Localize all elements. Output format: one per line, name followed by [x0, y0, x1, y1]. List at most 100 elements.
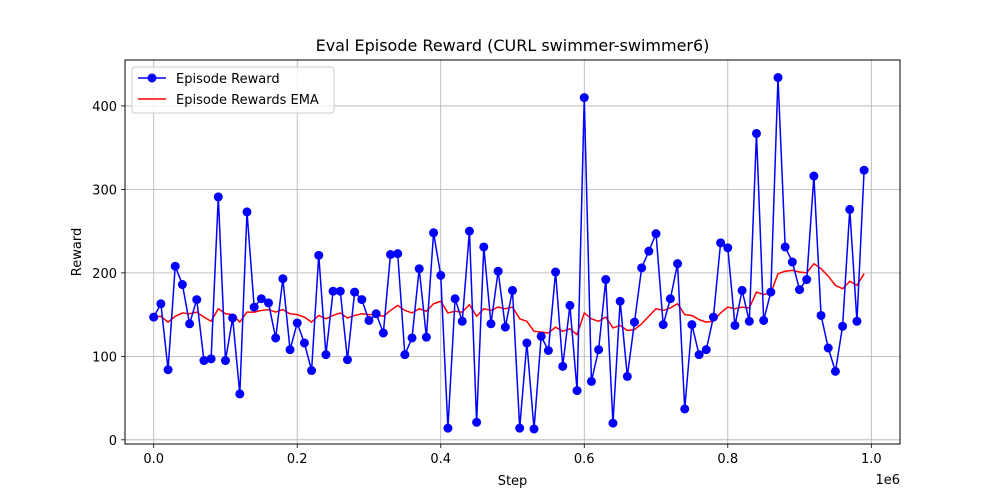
reward-point [378, 328, 388, 338]
grid [125, 60, 900, 444]
reward-point [823, 343, 833, 353]
reward-point [694, 350, 704, 360]
legend: Episode Reward Episode Rewards EMA [131, 66, 335, 114]
reward-point [249, 302, 259, 312]
reward-point [457, 316, 467, 326]
reward-point [708, 312, 718, 322]
reward-point [572, 386, 582, 396]
reward-point [170, 261, 180, 271]
reward-point [400, 350, 410, 360]
x-axis-title: Step [498, 474, 528, 489]
reward-point [307, 366, 317, 376]
reward-point [608, 418, 618, 428]
reward-point [845, 204, 855, 214]
reward-point [759, 315, 769, 325]
reward-point [744, 316, 754, 326]
reward-point [185, 319, 195, 329]
reward-point [149, 312, 159, 322]
y-tick-label: 200 [92, 267, 117, 282]
reward-point [723, 243, 733, 253]
reward-point [163, 365, 173, 375]
reward-point [751, 128, 761, 138]
reward-point [716, 238, 726, 248]
reward-point [335, 286, 345, 296]
reward-point [386, 250, 396, 260]
reward-point [414, 264, 424, 274]
y-tick-label: 0 [109, 434, 117, 449]
legend-box [131, 66, 335, 114]
reward-point [256, 294, 266, 304]
reward-point [472, 417, 482, 427]
reward-point [629, 317, 639, 327]
reward-point [809, 171, 819, 181]
plot-frame [124, 59, 901, 445]
reward-point [278, 274, 288, 284]
reward-point [199, 356, 209, 366]
x-tick-label: 0.0 [143, 452, 164, 467]
reward-point [551, 267, 561, 277]
reward-point [429, 228, 439, 238]
reward-point [766, 287, 776, 297]
reward-point [737, 285, 747, 295]
y-axis-title: Reward [70, 228, 85, 276]
reward-point [486, 319, 496, 329]
chart-title: Eval Episode Reward (CURL swimmer-swimme… [316, 36, 710, 55]
reward-point [371, 309, 381, 319]
x-axis-offset-label: 1e6 [875, 473, 900, 488]
reward-point [673, 259, 683, 269]
reward-point [350, 287, 360, 297]
reward-point [802, 275, 812, 285]
x-tick-label: 0.4 [430, 452, 451, 467]
x-tick-label: 0.8 [717, 452, 738, 467]
reward-point [357, 295, 367, 305]
reward-point [658, 320, 668, 330]
reward-point [364, 315, 374, 325]
reward-point [500, 322, 510, 332]
reward-point [342, 355, 352, 365]
reward-point [795, 285, 805, 295]
reward-point [830, 366, 840, 376]
reward-point [206, 354, 216, 364]
reward-point [665, 294, 675, 304]
axis-ticks: 0.0 0.2 0.4 0.6 0.8 1.0 0 100 200 300 400 [92, 100, 881, 467]
reward-point [464, 226, 474, 236]
reward-point [522, 338, 532, 348]
reward-point [264, 298, 274, 308]
y-tick-label: 300 [92, 183, 117, 198]
reward-point [192, 295, 202, 305]
reward-point [299, 338, 309, 348]
reward-point [156, 299, 166, 309]
reward-point [579, 93, 589, 103]
reward-series [149, 73, 869, 434]
reward-point [773, 73, 783, 83]
y-tick-label: 400 [92, 100, 117, 115]
reward-point [515, 423, 525, 433]
reward-point [529, 424, 539, 434]
reward-point [285, 345, 295, 355]
reward-point [314, 250, 324, 260]
legend-ema-label: Episode Rewards EMA [176, 93, 319, 108]
reward-point [479, 242, 489, 252]
x-tick-label: 0.6 [574, 452, 595, 467]
reward-point [637, 263, 647, 273]
reward-point [536, 331, 546, 341]
reward-point [220, 356, 230, 366]
x-tick-label: 1.0 [861, 452, 882, 467]
reward-point [235, 389, 245, 399]
reward-point [213, 192, 223, 202]
reward-point [730, 320, 740, 330]
reward-point [271, 333, 281, 343]
reward-point [450, 294, 460, 304]
reward-point [328, 286, 338, 296]
reward-point [644, 246, 654, 256]
reward-point [558, 361, 568, 371]
reward-point [242, 207, 252, 217]
reward-point [687, 320, 697, 330]
reward-point [508, 285, 517, 295]
reward-point [594, 345, 604, 355]
reward-point [292, 318, 302, 328]
reward-point [651, 229, 661, 239]
y-tick-label: 100 [92, 350, 117, 365]
